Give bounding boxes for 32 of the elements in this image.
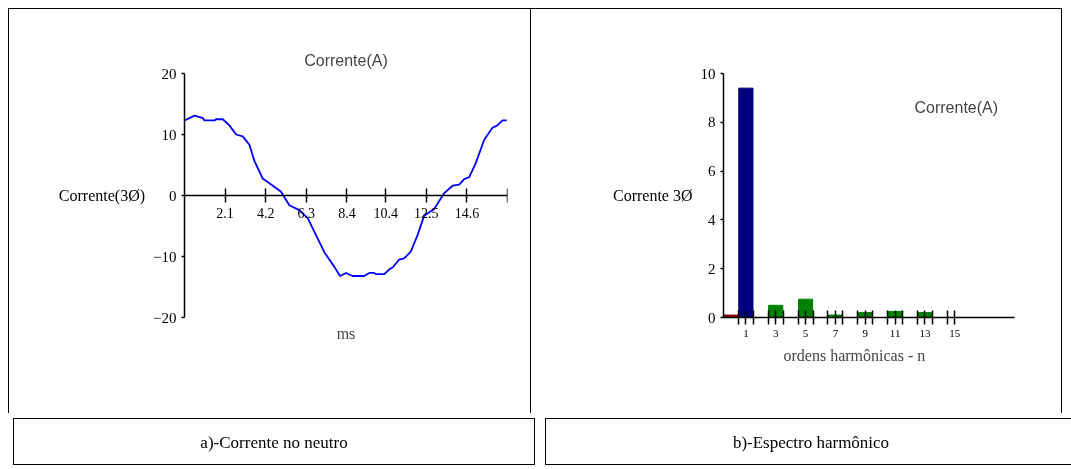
y-axis-title: Corrente 3Ø <box>612 187 693 204</box>
text: Corrente(A) <box>914 99 999 117</box>
x-tick-label: 4.2 <box>256 205 275 221</box>
x-tick-label: 5 <box>802 326 809 339</box>
y-tick-label: 0 <box>169 187 177 204</box>
x-tick-label: 8.4 <box>338 205 356 221</box>
y-tick-label: 20 <box>161 65 177 82</box>
y-axis-title: Corrente(3Ø) <box>58 187 146 205</box>
x-tick-label: 2.1 <box>216 205 234 221</box>
y-tick-label: 8 <box>708 114 716 131</box>
x-tick-label: 3 <box>772 326 779 339</box>
x-tick-label: 7 <box>832 326 839 339</box>
chart-title: Corrente(A) <box>304 51 388 69</box>
x-tick-label: 11 <box>889 326 901 339</box>
y-tick-label: 2 <box>708 260 716 277</box>
y-tick-label: 4 <box>708 211 716 228</box>
x-tick-label: 14.6 <box>454 205 480 221</box>
y-tick-label: 0 <box>708 309 716 326</box>
x-tick-label: 1 <box>743 326 749 339</box>
x-tick-label: 15 <box>949 326 961 339</box>
x-axis-title: ms <box>336 324 356 342</box>
x-tick-label: 13 <box>919 326 931 339</box>
x-tick-label: 10.4 <box>373 205 398 221</box>
x-axis-title: ordens harmônicas - n <box>783 346 926 364</box>
y-tick-label: 10 <box>161 126 177 143</box>
text: a)-Corrente no neutro <box>200 432 348 454</box>
x-tick-label: 9 <box>862 326 869 339</box>
y-tick-label: 6 <box>708 163 716 180</box>
y-tick-label: −20 <box>153 309 177 326</box>
y-tick-label: 10 <box>700 65 716 82</box>
y-tick-label: −10 <box>153 248 177 265</box>
text: b)-Espectro harmônico <box>732 432 890 454</box>
